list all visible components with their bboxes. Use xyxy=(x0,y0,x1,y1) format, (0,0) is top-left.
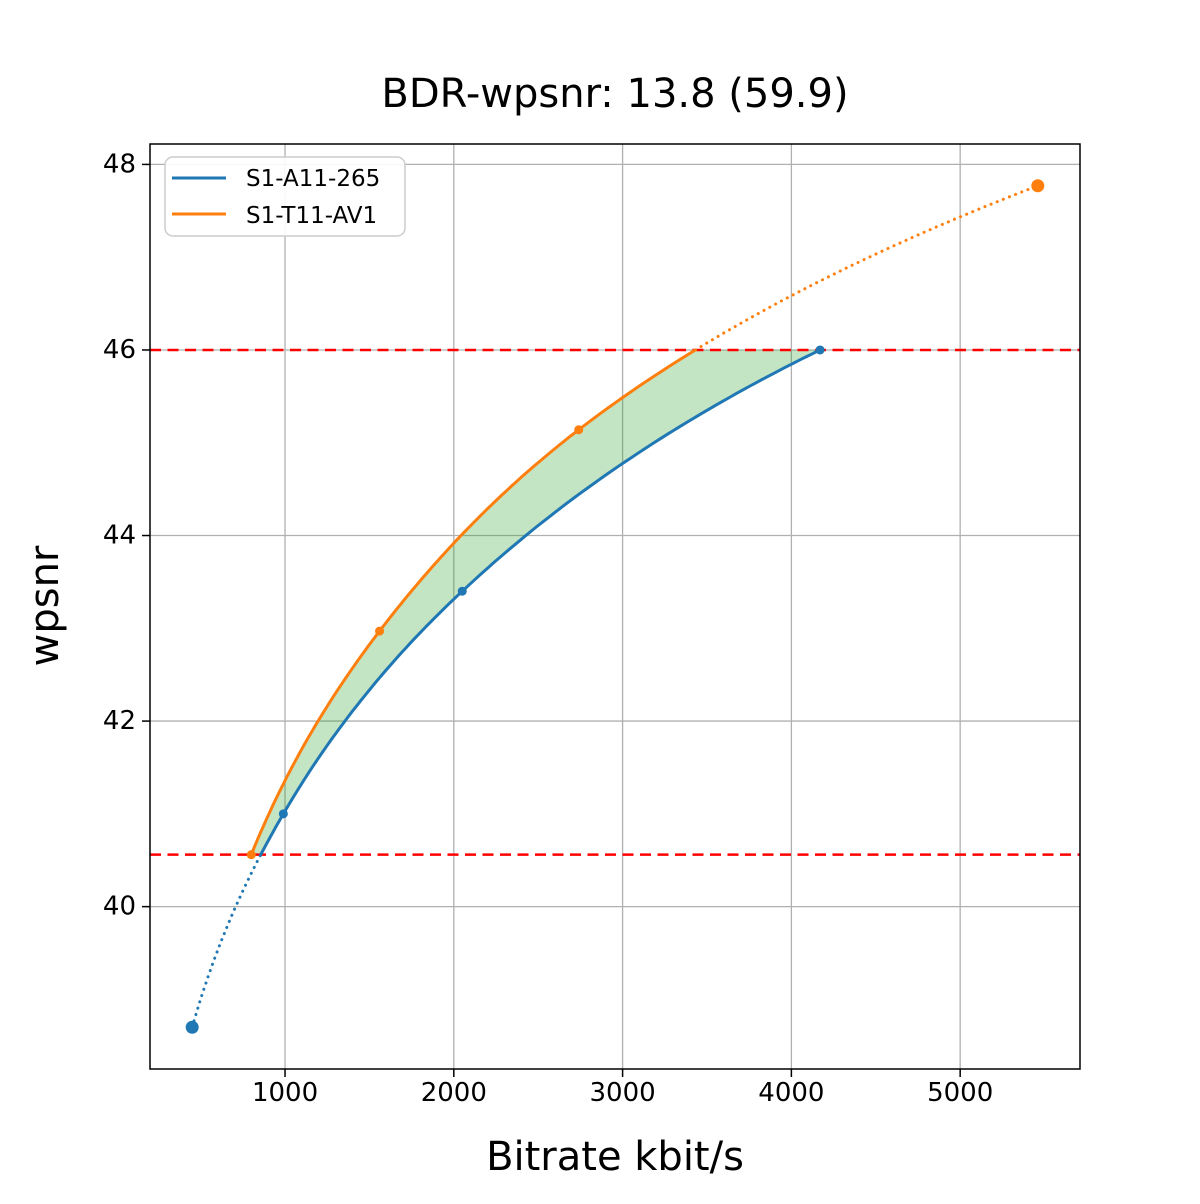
axis-tick-labels: 1000 2000 3000 4000 5000 40 42 44 46 48 xyxy=(103,149,993,1108)
y-axis-label: wpsnr xyxy=(22,545,68,666)
x-tick-label: 4000 xyxy=(758,1078,824,1108)
orange-data-point xyxy=(574,425,584,435)
blue-curve-dotted xyxy=(190,853,263,1029)
blue-data-point xyxy=(185,1020,199,1034)
x-axis-label: Bitrate kbit/s xyxy=(486,1134,744,1180)
data-point-markers xyxy=(185,179,1045,1034)
series-curves xyxy=(190,184,1040,1029)
orange-curve-solid xyxy=(249,348,697,856)
y-tick-label: 46 xyxy=(103,335,136,365)
legend-label-s1-a11-265: S1-A11-265 xyxy=(246,166,380,192)
y-tick-label: 44 xyxy=(103,521,136,551)
plot-border xyxy=(149,143,1081,1070)
axis-ticks xyxy=(142,163,961,1077)
legend: S1-A11-265 S1-T11-AV1 xyxy=(164,156,406,237)
orange-data-point xyxy=(246,850,256,860)
grid-lines xyxy=(150,144,1080,1069)
legend-label-s1-t11-av1: S1-T11-AV1 xyxy=(246,203,377,229)
x-tick-label: 1000 xyxy=(252,1078,318,1108)
blue-data-point xyxy=(457,586,467,596)
y-tick-label: 40 xyxy=(103,892,136,922)
bd-overlap-fill-group xyxy=(251,350,821,855)
x-tick-label: 3000 xyxy=(590,1078,656,1108)
x-tick-label: 5000 xyxy=(927,1078,993,1108)
y-tick-label: 42 xyxy=(103,706,136,736)
overlap-bound-lines xyxy=(150,348,1080,856)
chart-title: BDR-wpsnr: 13.8 (59.9) xyxy=(381,71,848,117)
orange-data-point xyxy=(1031,179,1045,193)
orange-curve-dotted xyxy=(693,184,1040,352)
orange-data-point xyxy=(375,626,385,636)
x-tick-label: 2000 xyxy=(421,1078,487,1108)
bd-overlap-fill xyxy=(251,350,821,855)
blue-curve-solid xyxy=(259,348,821,856)
blue-data-point xyxy=(815,345,825,355)
blue-data-point xyxy=(278,809,288,819)
y-tick-label: 48 xyxy=(103,149,136,179)
